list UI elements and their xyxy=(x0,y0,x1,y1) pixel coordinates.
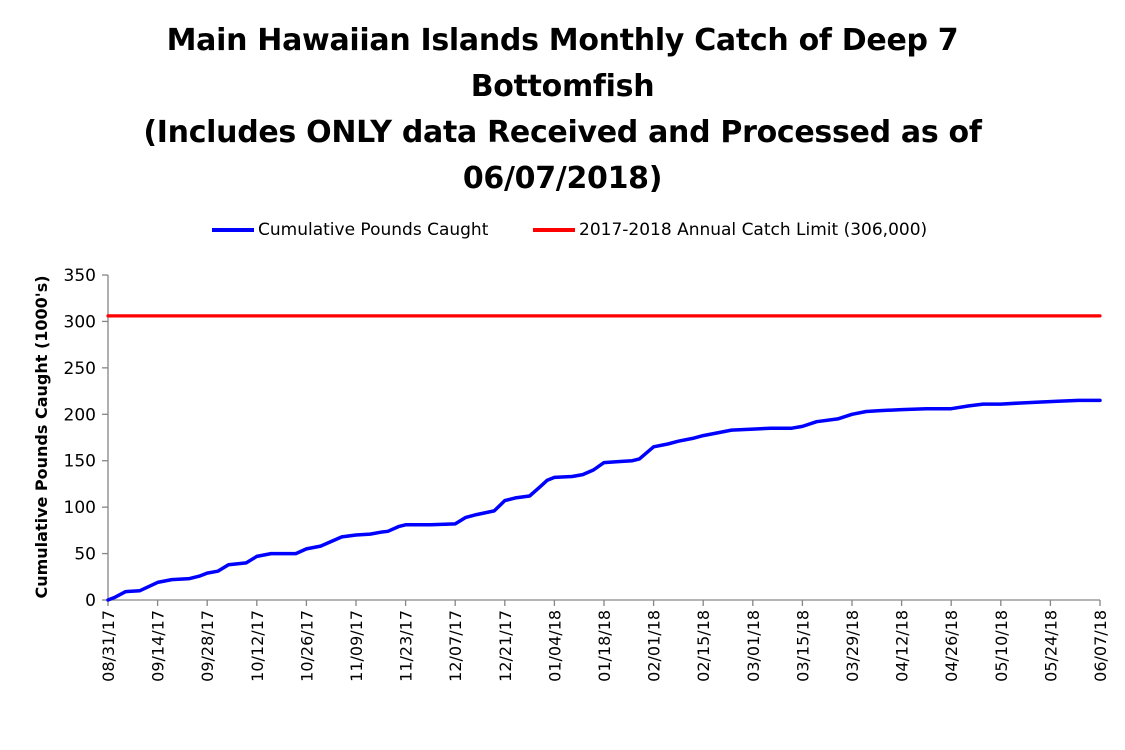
series-line-cumulative xyxy=(106,398,1102,602)
y-tick-label-150: 150 xyxy=(64,452,96,472)
x-tick-label-13: 03/01/18 xyxy=(744,610,763,682)
x-tick-label-1: 09/14/17 xyxy=(149,610,168,682)
x-tick-label-11: 02/01/18 xyxy=(645,610,664,682)
chart-title-line-3: (Includes ONLY data Received and Process… xyxy=(143,115,982,150)
legend-label-catch-limit: 2017-2018 Annual Catch Limit (306,000) xyxy=(579,220,928,240)
y-tick-label-100: 100 xyxy=(64,498,96,518)
legend-item-catch-limit: 2017-2018 Annual Catch Limit (306,000) xyxy=(533,220,927,240)
x-tick-label-6: 11/23/17 xyxy=(397,610,416,682)
x-tick-label-19: 05/24/18 xyxy=(1041,610,1060,682)
x-tick-label-18: 05/10/18 xyxy=(992,610,1011,682)
x-tick-label-17: 04/26/18 xyxy=(942,610,961,682)
y-tick-label-200: 200 xyxy=(64,405,96,425)
x-tick-label-12: 02/15/18 xyxy=(694,610,713,682)
chart-title-line-2: Bottomfish xyxy=(470,69,655,104)
chart-title-line-4: 06/07/2018) xyxy=(462,161,663,196)
chart-legend: Cumulative Pounds Caught 2017-2018 Annua… xyxy=(0,220,1125,246)
x-tick-label-10: 01/18/18 xyxy=(595,610,614,682)
y-tick-label-300: 300 xyxy=(64,312,96,332)
x-tick-label-20: 06/07/18 xyxy=(1091,610,1110,682)
x-tick-label-2: 09/28/17 xyxy=(198,610,217,682)
legend-label-cumulative: Cumulative Pounds Caught xyxy=(258,220,489,240)
y-tick-label-0: 0 xyxy=(85,591,96,611)
y-axis-label: Cumulative Pounds Caught (1000's) xyxy=(32,275,51,598)
chart-axes: 0 50 100 150 200 250 300 350 08/31/17 09/14/17 09/… xyxy=(64,266,1110,682)
x-tick-label-14: 03/15/18 xyxy=(793,610,812,682)
chart-series xyxy=(106,314,1102,602)
x-tick-label-7: 12/07/17 xyxy=(446,610,465,682)
x-tick-label-15: 03/29/18 xyxy=(843,610,862,682)
x-tick-label-8: 12/21/17 xyxy=(496,610,515,682)
x-tick-label-0: 08/31/17 xyxy=(99,610,118,682)
legend-item-cumulative: Cumulative Pounds Caught xyxy=(212,220,488,240)
chart-title-line-1: Main Hawaiian Islands Monthly Catch of D… xyxy=(166,23,959,58)
legend-swatch-cumulative xyxy=(212,228,254,232)
x-tick-label-9: 01/04/18 xyxy=(545,610,564,682)
x-tick-label-16: 04/12/18 xyxy=(893,610,912,682)
y-tick-label-350: 350 xyxy=(64,266,96,286)
y-tick-label-50: 50 xyxy=(74,545,96,565)
x-tick-label-3: 10/12/17 xyxy=(248,610,267,682)
legend-swatch-catch-limit xyxy=(533,228,575,232)
y-tick-label-250: 250 xyxy=(64,359,96,379)
x-tick-label-4: 10/26/17 xyxy=(297,610,316,682)
chart-title: Main Hawaiian Islands Monthly Catch of D… xyxy=(0,18,1125,202)
x-tick-label-5: 11/09/17 xyxy=(347,610,366,682)
